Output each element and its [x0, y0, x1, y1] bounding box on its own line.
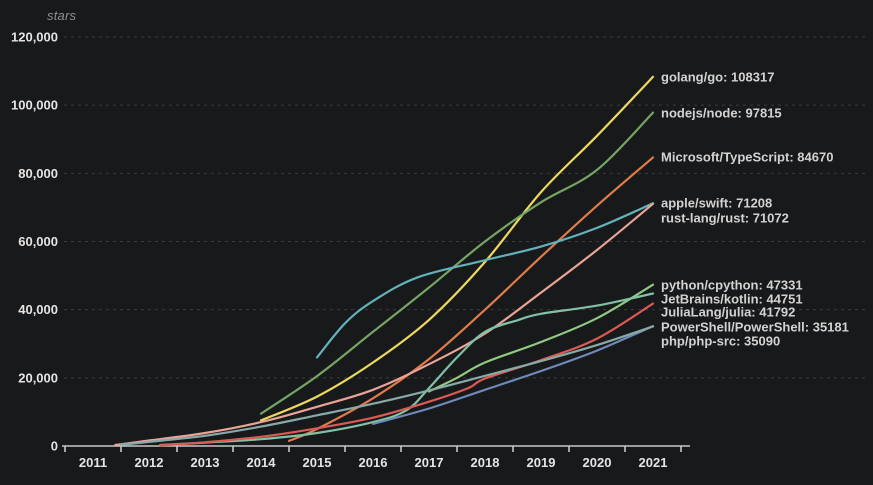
series-label-golang-go: golang/go: 108317: [661, 70, 774, 85]
series-line-jetbrains-kotlin: [159, 292, 655, 447]
y-tick-label: 40,000: [18, 302, 58, 317]
x-tick-label: 2017: [415, 455, 444, 470]
series-label-php-php-src: php/php-src: 35090: [661, 334, 780, 349]
series-label-microsoft-typescript: Microsoft/TypeScript: 84670: [661, 150, 833, 165]
y-tick-label: 120,000: [11, 30, 58, 45]
series-label-apple-swift: apple/swift: 71208: [661, 196, 772, 211]
series-line-nodejs-node: [259, 111, 655, 415]
x-tick-label: 2014: [247, 455, 277, 470]
series-label-julialang-julia: JuliaLang/julia: 41792: [661, 305, 795, 320]
x-tick-label: 2012: [135, 455, 164, 470]
series-label-powershell-powershell: PowerShell/PowerShell: 35181: [661, 320, 849, 335]
series-line-python-cpython: [427, 283, 655, 393]
x-tick-label: 2015: [303, 455, 332, 470]
y-tick-label: 20,000: [18, 370, 58, 385]
series-line-powershell-powershell: [371, 325, 655, 425]
series-line-microsoft-typescript: [287, 156, 655, 442]
x-tick-label: 2019: [527, 455, 556, 470]
x-tick-label: 2016: [359, 455, 388, 470]
series-line-julialang-julia: [159, 302, 655, 447]
x-tick-label: 2021: [639, 455, 668, 470]
series-line-apple-swift: [315, 202, 655, 359]
series-line-rust-lang-rust: [114, 202, 655, 447]
x-tick-label: 2013: [191, 455, 220, 470]
series-line-php-php-src: [119, 325, 655, 446]
x-tick-label: 2018: [471, 455, 500, 470]
x-tick-label: 2020: [583, 455, 612, 470]
y-axis-title: stars: [47, 8, 77, 23]
series-line-golang-go: [259, 75, 655, 422]
y-tick-label: 60,000: [18, 234, 58, 249]
series-label-python-cpython: python/cpython: 47331: [661, 278, 803, 293]
series-label-jetbrains-kotlin: JetBrains/kotlin: 44751: [661, 292, 803, 307]
y-tick-label: 100,000: [11, 98, 58, 113]
series-label-rust-lang-rust: rust-lang/rust: 71072: [661, 211, 789, 226]
y-tick-label: 0: [51, 439, 58, 454]
y-tick-label: 80,000: [18, 166, 58, 181]
x-tick-label: 2011: [79, 455, 107, 470]
series-label-nodejs-node: nodejs/node: 97815: [661, 106, 782, 121]
